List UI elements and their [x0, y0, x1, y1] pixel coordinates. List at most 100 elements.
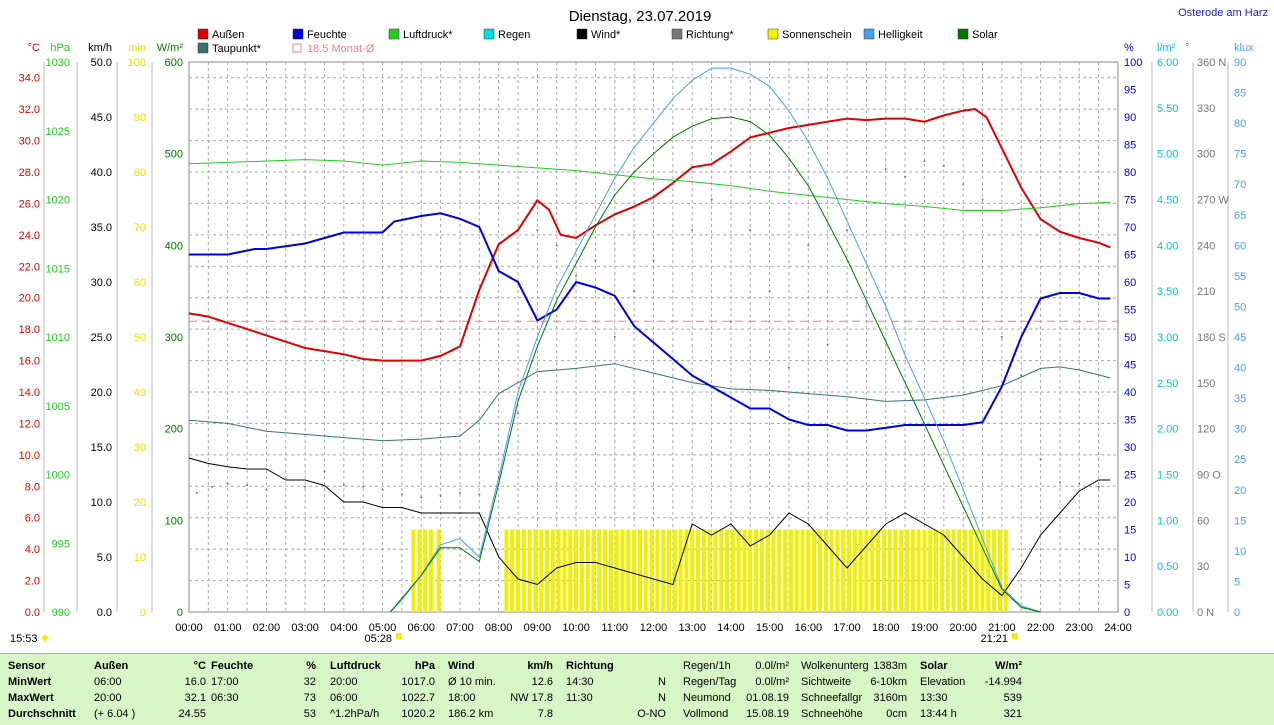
sunshine-bar [527, 529, 532, 612]
sunshine-bar [423, 529, 428, 612]
sunshine-bar [957, 529, 962, 612]
footer-value: N [658, 676, 666, 688]
axis-tick-right: 0.00 [1157, 607, 1178, 619]
footer-value: Regen/1h [683, 660, 731, 672]
axis-unit-left: km/h [88, 42, 112, 54]
axis-tick-right: 330 [1197, 103, 1215, 115]
footer-heading: Außen [94, 660, 129, 672]
x-axis-tick: 12:00 [640, 622, 668, 634]
x-axis-tick: 02:00 [253, 622, 281, 634]
axis-tick-right: 75 [1234, 149, 1246, 161]
footer-unit: % [306, 660, 316, 672]
sunshine-bar [620, 529, 625, 612]
footer-value: 12.6 [531, 676, 553, 688]
sunshine-bar [411, 529, 416, 612]
footer-heading: Sensor [8, 660, 46, 672]
axis-tick-right: 90 [1234, 57, 1246, 69]
x-axis-tick: 15:00 [756, 622, 784, 634]
sunshine-bar [701, 529, 706, 612]
sunshine-bar [928, 529, 933, 612]
axis-tick-right: 5 [1124, 580, 1130, 592]
axis-tick-left: 1025 [46, 126, 70, 138]
axis-tick-left: 20.0 [91, 387, 112, 399]
direction-point [846, 229, 849, 232]
direction-point [633, 290, 636, 293]
x-axis-tick: 06:00 [407, 622, 435, 634]
x-axis-tick: 00:00 [175, 622, 203, 634]
axis-tick-right: 0 [1234, 607, 1240, 619]
sunshine-bar [992, 529, 997, 612]
axis-tick-right: 75 [1124, 195, 1136, 207]
axis-tick-right: 55 [1124, 305, 1136, 317]
footer-value: 06:30 [211, 692, 239, 704]
footer-value: 11:30 [566, 692, 593, 704]
footer-value: 0cm [886, 708, 907, 720]
axis-tick-left: 24.0 [19, 230, 40, 242]
axis-tick-left: 1020 [46, 195, 70, 207]
sunshine-bar [719, 529, 724, 612]
sunshine-bar [806, 529, 811, 612]
legend-swatch-helligkeit [863, 28, 875, 40]
footer-heading: Luftdruck [330, 660, 381, 672]
axis-tick-left: 995 [52, 538, 70, 550]
series-line-feuchte [189, 212, 1111, 432]
footer-value: Elevation [920, 676, 966, 688]
direction-point [613, 336, 616, 338]
sunshine-bar [672, 529, 677, 612]
axis-tick-right: 6.00 [1157, 57, 1178, 69]
sunshine-bar [545, 529, 550, 612]
sunshine-bar [841, 529, 846, 612]
footer-unit: °C [193, 660, 206, 672]
direction-point [555, 244, 558, 247]
summary-table: Sensor MinWert MaxWert Durchschnitt Außen °C 0… [0, 653, 1274, 725]
footer-row-label: MinWert [8, 676, 52, 688]
footer-value: 24.55 [178, 708, 206, 720]
footer-value: 1383m [873, 660, 907, 672]
sunshine-bar [436, 529, 441, 612]
sunshine-bar [696, 529, 701, 612]
sunrise-marker-icon [396, 633, 402, 639]
axis-tick-right: 30 [1234, 424, 1246, 436]
footer-value: Ø 10 min. [448, 676, 496, 688]
direction-point [826, 343, 829, 346]
axis-tick-right: 4.00 [1157, 240, 1178, 252]
direction-point [884, 167, 887, 170]
x-axis-tick: 01:00 [214, 622, 242, 634]
axis-tick-left: 300 [165, 332, 183, 344]
footer-value: Regen/Tag [683, 676, 737, 688]
direction-point [304, 485, 307, 488]
sunshine-bar [591, 529, 596, 612]
series-line-luftdruck [188, 159, 1111, 211]
direction-point [226, 482, 229, 485]
axis-tick-right: 100 [1124, 57, 1142, 69]
axis-tick-right: 0.50 [1157, 561, 1178, 573]
x-axis-tick: 17:00 [833, 622, 861, 634]
axis-tick-left: 20 [134, 497, 146, 509]
sunshine-bar [876, 529, 881, 612]
sunshine-bar [585, 529, 590, 612]
axis-tick-right: 10 [1234, 546, 1246, 558]
sunshine-bar [986, 529, 991, 612]
footer-value: O-NO [637, 708, 666, 720]
axis-tick-right: 80 [1234, 118, 1246, 130]
series-line-wind [188, 457, 1111, 597]
axis-tick-right: 45 [1234, 332, 1246, 344]
footer-value: 0.0l/m² [755, 660, 789, 672]
axis-tick-right: 55 [1234, 271, 1246, 283]
sunshine-bar [684, 529, 689, 612]
axis-tick-left: 8.0 [25, 481, 40, 493]
location-link[interactable]: Osterode am Harz [1178, 7, 1268, 19]
x-axis-tick: 10:00 [562, 622, 590, 634]
axis-tick-left: 100 [128, 57, 146, 69]
axis-tick-right: 25 [1124, 470, 1136, 482]
footer-value: 14:30 [566, 676, 594, 688]
chart-title: Dienstag, 23.07.2019 [569, 8, 712, 25]
sunshine-bar [783, 529, 788, 612]
axis-tick-right: 15 [1234, 515, 1246, 527]
axis-unit-right: % [1124, 42, 1134, 54]
footer-heading: Richtung [566, 660, 614, 672]
axis-tick-right: 80 [1124, 167, 1136, 179]
sunshine-bar [846, 529, 851, 612]
legend-label-solar: Solar [972, 29, 998, 41]
sunshine-bar [603, 529, 608, 612]
